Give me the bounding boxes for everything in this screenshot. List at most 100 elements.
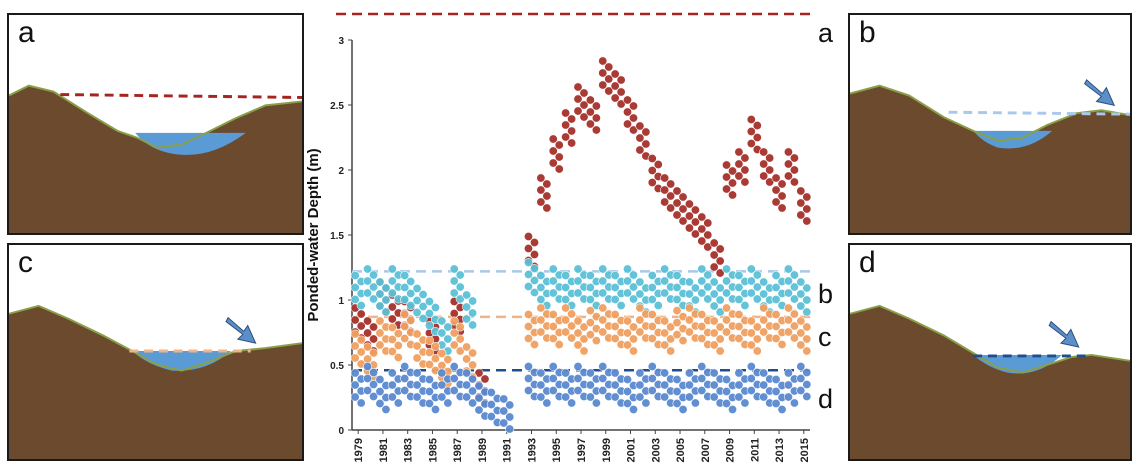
data-point-c xyxy=(412,353,422,363)
data-point-a xyxy=(734,159,744,169)
data-point-c xyxy=(424,347,434,357)
data-point-b xyxy=(369,294,379,304)
data-point-b xyxy=(424,308,434,318)
data-point-b xyxy=(610,294,620,304)
data-point-d xyxy=(505,424,515,434)
data-point-a xyxy=(579,88,589,98)
data-point-a xyxy=(734,171,744,181)
data-point-c xyxy=(722,303,732,313)
data-point-c xyxy=(684,315,694,325)
data-point-c xyxy=(629,346,639,356)
x-tick-label: 2015 xyxy=(799,438,811,462)
data-point-d xyxy=(759,380,769,390)
data-point-b xyxy=(752,294,762,304)
data-point-d xyxy=(771,374,781,384)
data-point-a xyxy=(561,132,571,142)
data-point-d xyxy=(486,387,496,397)
data-point-c xyxy=(393,328,403,338)
x-tick-label: 2005 xyxy=(675,438,687,462)
data-point-c xyxy=(400,321,410,331)
data-point-b xyxy=(468,308,478,318)
data-point-c xyxy=(548,309,558,319)
data-point-c xyxy=(771,333,781,343)
data-point-c xyxy=(623,328,633,338)
data-point-c xyxy=(623,316,633,326)
data-point-b xyxy=(449,264,459,274)
data-point-a xyxy=(610,81,620,91)
data-point-b xyxy=(616,300,626,310)
data-point-b xyxy=(400,294,410,304)
data-point-c xyxy=(715,346,725,356)
data-point-c xyxy=(697,321,707,331)
data-point-a xyxy=(771,173,781,183)
data-point-a xyxy=(536,173,546,183)
data-point-d xyxy=(573,361,583,371)
x-tick-label: 2013 xyxy=(774,438,786,462)
data-point-b xyxy=(406,276,416,286)
data-point-b xyxy=(561,270,571,280)
data-point-d xyxy=(789,398,799,408)
data-point-c xyxy=(430,353,440,363)
data-point-b xyxy=(406,300,416,310)
data-point-c xyxy=(623,340,633,350)
data-point-a xyxy=(598,56,608,66)
data-point-b xyxy=(734,294,744,304)
data-point-c xyxy=(462,354,472,364)
data-point-b xyxy=(443,322,453,332)
data-point-a xyxy=(579,112,589,122)
data-point-a xyxy=(789,153,799,163)
data-point-a xyxy=(623,107,633,117)
data-point-a xyxy=(771,185,781,195)
data-point-a xyxy=(728,166,738,176)
data-point-a xyxy=(369,334,379,344)
data-point-b xyxy=(468,296,478,306)
data-point-b xyxy=(629,282,639,292)
data-point-a xyxy=(536,197,546,207)
x-tick-label: 1997 xyxy=(576,438,588,462)
data-point-b xyxy=(529,287,539,297)
data-point-c xyxy=(598,303,608,313)
data-point-a xyxy=(802,216,812,226)
data-point-a xyxy=(542,191,552,201)
data-point-a xyxy=(585,119,595,129)
data-point-b xyxy=(400,270,410,280)
data-point-c xyxy=(660,340,670,350)
data-point-b xyxy=(759,277,769,287)
data-point-c xyxy=(437,348,447,358)
data-point-c xyxy=(561,327,571,337)
data-point-d xyxy=(660,380,670,390)
data-point-d xyxy=(728,404,738,414)
data-point-a xyxy=(740,153,750,163)
data-point-d xyxy=(746,361,756,371)
data-point-c xyxy=(455,346,465,356)
y-tick-label: 1.5 xyxy=(330,231,344,242)
data-point-c xyxy=(523,321,533,331)
data-point-c xyxy=(783,303,793,313)
data-point-c xyxy=(585,306,595,316)
data-point-b xyxy=(437,316,447,326)
data-point-a xyxy=(616,87,626,97)
data-point-b xyxy=(672,270,682,280)
data-point-b xyxy=(690,295,700,305)
data-point-b xyxy=(437,328,447,338)
data-point-d xyxy=(548,361,558,371)
data-point-b xyxy=(660,276,670,286)
data-point-c xyxy=(802,346,812,356)
terrain-illustration-a xyxy=(9,84,302,233)
data-point-b xyxy=(703,270,713,280)
data-point-b xyxy=(548,276,558,286)
data-point-a xyxy=(796,210,806,220)
panel-label-d: d xyxy=(859,246,876,279)
data-point-b xyxy=(697,276,707,286)
data-point-a xyxy=(715,268,725,278)
data-point-c xyxy=(752,322,762,332)
data-point-b xyxy=(381,295,391,305)
data-point-c xyxy=(684,327,694,337)
data-point-d xyxy=(462,392,472,402)
data-point-d xyxy=(350,392,360,402)
data-point-a xyxy=(666,203,676,213)
data-point-a xyxy=(666,179,676,189)
data-point-c xyxy=(567,321,577,331)
data-point-b xyxy=(684,289,694,299)
data-point-d xyxy=(393,398,403,408)
